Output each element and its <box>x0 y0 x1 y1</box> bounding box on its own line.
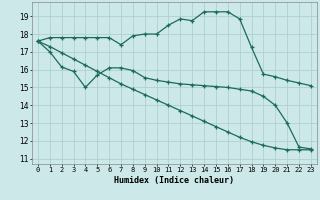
X-axis label: Humidex (Indice chaleur): Humidex (Indice chaleur) <box>115 176 234 185</box>
